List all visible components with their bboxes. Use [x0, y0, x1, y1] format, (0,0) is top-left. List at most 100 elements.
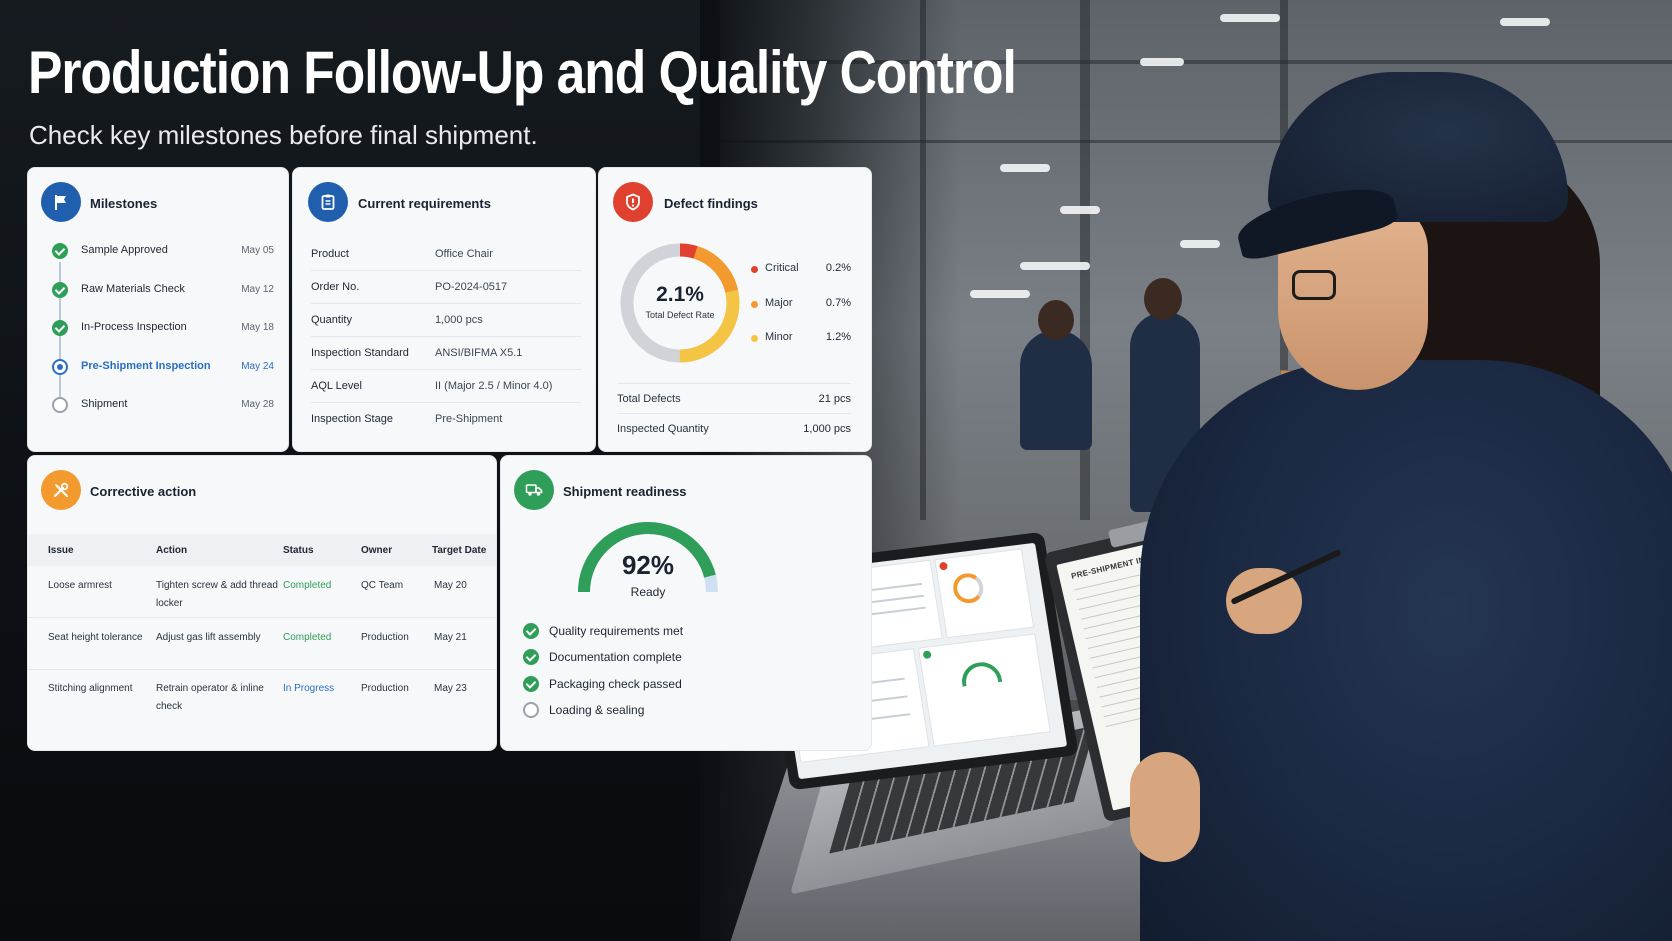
- legend-item: Minor 1.2%: [751, 329, 851, 349]
- check-label: Loading & sealing: [549, 703, 644, 717]
- milestone-date: May 12: [241, 284, 274, 295]
- check-circle-icon: [52, 320, 68, 336]
- status-cell: Completed: [283, 577, 359, 595]
- check-label: Packaging check passed: [549, 677, 682, 691]
- target-date-cell: May 23: [434, 680, 494, 698]
- defects-title: Defect findings: [664, 196, 758, 211]
- requirement-value: Office Chair: [435, 248, 493, 260]
- clipboard-icon: [308, 182, 348, 222]
- milestone-item: Pre-Shipment Inspection May 24: [28, 349, 289, 387]
- check-circle-icon: [523, 649, 539, 665]
- action-cell: Tighten screw & add thread locker: [156, 577, 278, 613]
- readiness-title: Shipment readiness: [563, 484, 687, 499]
- col-owner: Owner: [361, 545, 392, 556]
- requirement-row: Product Office Chair: [311, 238, 581, 271]
- requirement-key: Product: [311, 248, 349, 260]
- empty-circle-icon: [523, 702, 539, 718]
- milestone-label: Shipment: [81, 398, 127, 410]
- requirement-row: AQL Level II (Major 2.5 / Minor 4.0): [311, 370, 581, 403]
- requirement-key: Order No.: [311, 281, 359, 293]
- legend-value: 0.2%: [826, 262, 851, 274]
- flag-icon: [41, 182, 81, 222]
- requirement-row: Inspection Stage Pre-Shipment: [311, 403, 581, 436]
- page-subtitle: Check key milestones before final shipme…: [29, 120, 538, 151]
- legend-name: Critical: [765, 262, 799, 274]
- status-cell: Completed: [283, 629, 359, 647]
- check-circle-icon: [52, 243, 68, 259]
- requirement-row: Order No. PO-2024-0517: [311, 271, 581, 304]
- radio-dot-icon: [52, 359, 68, 375]
- empty-circle-icon: [52, 397, 68, 413]
- legend-value: 1.2%: [826, 331, 851, 343]
- check-label: Quality requirements met: [549, 624, 683, 638]
- table-row: Stitching alignment Retrain operator & in…: [28, 669, 497, 721]
- milestone-item: Sample Approved May 05: [28, 233, 289, 271]
- owner-cell: Production: [361, 629, 431, 647]
- legend-dot: [751, 301, 758, 308]
- readiness-check-item: Loading & sealing: [523, 698, 823, 724]
- requirements-title: Current requirements: [358, 196, 491, 211]
- check-circle-icon: [523, 676, 539, 692]
- milestone-date: May 18: [241, 322, 274, 333]
- requirement-row: Quantity 1,000 pcs: [311, 304, 581, 337]
- wrench-screwdriver-icon: [41, 470, 81, 510]
- milestone-label: Sample Approved: [81, 244, 168, 256]
- readiness-percent: 92%: [573, 550, 723, 581]
- milestones-card: Milestones Sample Approved May 05 Raw Mate…: [27, 167, 289, 452]
- requirement-key: Inspection Stage: [311, 413, 393, 425]
- corrective-card: Corrective action Issue Action Status Ow…: [27, 455, 497, 751]
- issue-cell: Loose armrest: [48, 577, 152, 595]
- target-date-cell: May 21: [434, 629, 494, 647]
- milestone-label: Pre-Shipment Inspection: [81, 360, 211, 372]
- col-issue: Issue: [48, 545, 74, 556]
- milestone-date: May 05: [241, 245, 274, 256]
- requirement-value: ANSI/BIFMA X5.1: [435, 347, 522, 359]
- readiness-status: Ready: [573, 585, 723, 599]
- corrective-table-header: Issue Action Status Owner Target Date: [28, 534, 497, 566]
- stat-value: 21 pcs: [819, 393, 851, 405]
- legend-name: Major: [765, 297, 793, 309]
- readiness-check-item: Documentation complete: [523, 645, 823, 671]
- milestone-label: Raw Materials Check: [81, 283, 185, 295]
- inspector-body: [1140, 360, 1672, 941]
- milestone-item: Shipment May 28: [28, 387, 289, 425]
- issue-cell: Seat height tolerance: [48, 629, 152, 647]
- check-circle-icon: [52, 282, 68, 298]
- stat-key: Total Defects: [617, 393, 681, 405]
- defect-stat-row: Total Defects 21 pcs: [617, 383, 851, 413]
- readiness-check-item: Quality requirements met: [523, 619, 823, 645]
- milestones-title: Milestones: [90, 196, 157, 211]
- requirement-value: PO-2024-0517: [435, 281, 507, 293]
- target-date-cell: May 20: [434, 577, 494, 595]
- requirement-key: AQL Level: [311, 380, 362, 392]
- owner-cell: QC Team: [361, 577, 431, 595]
- legend-name: Minor: [765, 331, 793, 343]
- legend-dot: [751, 335, 758, 342]
- page-title: Production Follow-Up and Quality Control: [28, 38, 1016, 107]
- readiness-card: Shipment readiness 92% Ready Quality req…: [500, 455, 872, 751]
- col-action: Action: [156, 545, 187, 556]
- shield-alert-icon: [613, 182, 653, 222]
- milestone-item: Raw Materials Check May 12: [28, 272, 289, 310]
- check-circle-icon: [523, 623, 539, 639]
- gauge-center: 92% Ready: [573, 550, 723, 599]
- legend-item: Critical 0.2%: [751, 260, 851, 280]
- col-status: Status: [283, 545, 314, 556]
- status-cell: In Progress: [283, 680, 359, 698]
- col-target-date: Target Date: [432, 545, 486, 556]
- requirement-key: Quantity: [311, 314, 352, 326]
- defect-rate-value: 2.1%: [620, 283, 740, 307]
- corrective-title: Corrective action: [90, 484, 196, 499]
- legend-item: Major 0.7%: [751, 295, 851, 315]
- truck-icon: [514, 470, 554, 510]
- defect-rate-label: Total Defect Rate: [620, 310, 740, 320]
- legend-dot: [751, 266, 758, 273]
- action-cell: Adjust gas lift assembly: [156, 629, 278, 647]
- milestone-date: May 28: [241, 399, 274, 410]
- owner-cell: Production: [361, 680, 431, 698]
- defect-stat-row: Inspected Quantity 1,000 pcs: [617, 413, 851, 443]
- requirement-row: Inspection Standard ANSI/BIFMA X5.1: [311, 337, 581, 370]
- requirement-value: Pre-Shipment: [435, 413, 502, 425]
- milestone-date: May 24: [241, 361, 274, 372]
- milestone-label: In-Process Inspection: [81, 321, 187, 333]
